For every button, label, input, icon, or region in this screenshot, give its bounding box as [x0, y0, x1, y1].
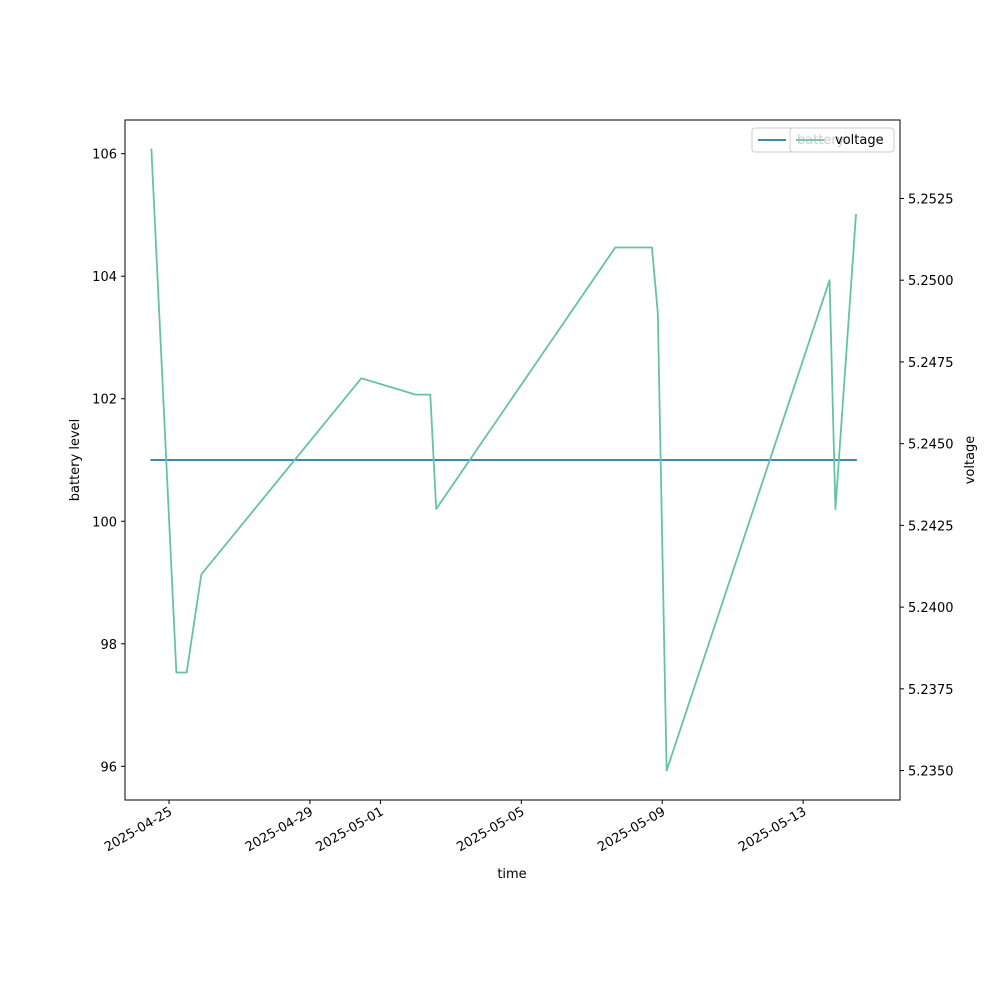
y-right-tick-label: 5.2525 — [908, 192, 954, 207]
legend-box — [789, 127, 895, 153]
y-right-tick-label: 5.2450 — [908, 438, 954, 453]
y-right-tick-label: 5.2375 — [908, 683, 954, 698]
x-axis-label: time — [497, 867, 526, 882]
y-right-tick-label: 5.2400 — [908, 601, 954, 616]
y-left-tick-label: 96 — [100, 760, 117, 775]
y-left-tick-label: 102 — [92, 393, 117, 408]
y-right-tick-label: 5.2500 — [908, 274, 954, 289]
y-left-axis-label: battery level — [68, 419, 83, 502]
y-right-tick-label: 5.2425 — [908, 519, 954, 534]
y-right-tick-label: 5.2350 — [908, 765, 954, 780]
legend-voltage: voltage — [789, 127, 895, 153]
y-left-tick-label: 104 — [92, 270, 117, 285]
y-left-tick-label: 98 — [100, 638, 117, 653]
y-right-tick-label: 5.2475 — [908, 356, 954, 371]
series-layer — [150, 148, 857, 772]
y-right-axis-label: voltage — [963, 436, 978, 485]
legend-layer: batteryvoltage — [751, 127, 895, 153]
series-line-voltage — [150, 148, 857, 772]
legend-label: voltage — [835, 133, 884, 148]
y-left-tick-label: 100 — [92, 515, 117, 530]
y-left-tick-label: 106 — [92, 148, 117, 163]
plot-frame — [124, 119, 901, 801]
